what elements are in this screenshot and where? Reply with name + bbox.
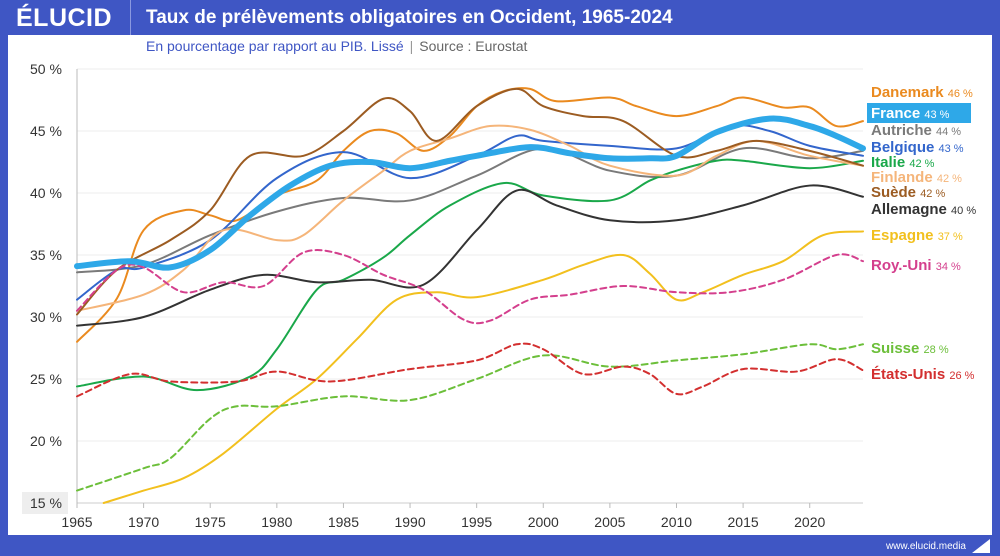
series-label: Finlande 42 %: [871, 169, 962, 186]
series-line-danemark: [76, 87, 864, 343]
series-label: Roy.-Uni 34 %: [871, 257, 961, 274]
series-line-états-unis: [76, 342, 864, 398]
series-line-italie: [76, 158, 864, 392]
subtitle-text: En pourcentage par rapport au PIB. Lissé: [146, 38, 404, 54]
series-name: Autriche: [871, 122, 936, 139]
elucid-logo: ÉLUCID: [16, 4, 113, 32]
series-line-finlande: [76, 124, 864, 312]
y-tick-label: 30 %: [30, 309, 62, 325]
series-value: 28 %: [924, 344, 949, 356]
y-tick-label: 50 %: [30, 61, 62, 77]
series-value: 43 %: [939, 143, 964, 155]
series-label: Autriche 44 %: [871, 122, 961, 139]
x-tick-label: 1970: [128, 514, 159, 530]
chart-subtitle: En pourcentage par rapport au PIB. Lissé…: [146, 38, 527, 54]
series-label: Espagne 37 %: [871, 227, 963, 244]
tick-bg: [22, 492, 68, 514]
y-tick-label: 35 %: [30, 247, 62, 263]
series-name: États-Unis: [871, 366, 949, 383]
series-value: 42 %: [920, 188, 945, 200]
series-value: 42 %: [937, 173, 962, 185]
y-tick-label: 45 %: [30, 123, 62, 139]
highlight-bg: [867, 103, 971, 123]
series-label: Suède 42 %: [871, 184, 945, 201]
elucid-mark-icon: [972, 539, 990, 553]
series-name: Finlande: [871, 169, 937, 186]
x-tick-label: 1985: [328, 514, 359, 530]
series-value: 42 %: [909, 158, 934, 170]
x-tick-label: 1980: [261, 514, 292, 530]
x-tick-label: 1995: [461, 514, 492, 530]
x-tick-label: 2000: [528, 514, 559, 530]
series-name: France: [871, 105, 924, 122]
series-label: Italie 42 %: [871, 154, 935, 171]
x-tick-label: 1965: [61, 514, 92, 530]
y-tick-label: 20 %: [30, 433, 62, 449]
series-name: Danemark: [871, 84, 948, 101]
series-line-allemagne: [76, 184, 864, 327]
y-tick-label: 15 %: [30, 495, 62, 511]
series-value: 44 %: [936, 126, 961, 138]
x-tick-label: 1975: [195, 514, 226, 530]
series-line-espagne: [102, 230, 864, 504]
series-label: Belgique 43 %: [871, 139, 964, 156]
x-tick-label: 2020: [794, 514, 825, 530]
series-label: France 43 %: [871, 105, 950, 122]
series-value: 26 %: [949, 370, 974, 382]
series-line-france: [74, 115, 866, 271]
series-value: 34 %: [936, 261, 961, 273]
x-tick-label: 1990: [394, 514, 425, 530]
series-value: 40 %: [951, 205, 976, 217]
footer-url[interactable]: www.elucid.media: [885, 541, 966, 552]
header-divider: [130, 0, 131, 35]
series-line-suisse: [76, 343, 864, 492]
separator: |: [409, 38, 414, 54]
series-name: Suisse: [871, 340, 924, 357]
x-tick-label: 2005: [594, 514, 625, 530]
series-value: 37 %: [938, 231, 963, 243]
series-label: États-Unis 26 %: [871, 366, 975, 383]
series-name: Italie: [871, 154, 909, 171]
series-line-roy-uni: [76, 249, 864, 325]
y-tick-label: 25 %: [30, 371, 62, 387]
series-label: Allemagne 40 %: [871, 201, 976, 218]
series-name: Allemagne: [871, 201, 951, 218]
series-line-su-de: [76, 87, 864, 316]
series-label: Danemark 46 %: [871, 84, 973, 101]
chart-area: [8, 35, 992, 535]
source-text: Source : Eurostat: [419, 38, 528, 54]
series-label: Suisse 28 %: [871, 340, 949, 357]
series-name: Suède: [871, 184, 920, 201]
series-name: Roy.-Uni: [871, 257, 936, 274]
series-value: 43 %: [924, 109, 949, 121]
x-tick-label: 2015: [728, 514, 759, 530]
series-value: 46 %: [948, 88, 973, 100]
y-tick-label: 40 %: [30, 185, 62, 201]
series-name: Espagne: [871, 227, 938, 244]
chart-title: Taux de prélèvements obligatoires en Occ…: [146, 7, 673, 28]
series-name: Belgique: [871, 139, 939, 156]
series-line-autriche: [76, 146, 864, 274]
x-tick-label: 2010: [661, 514, 692, 530]
